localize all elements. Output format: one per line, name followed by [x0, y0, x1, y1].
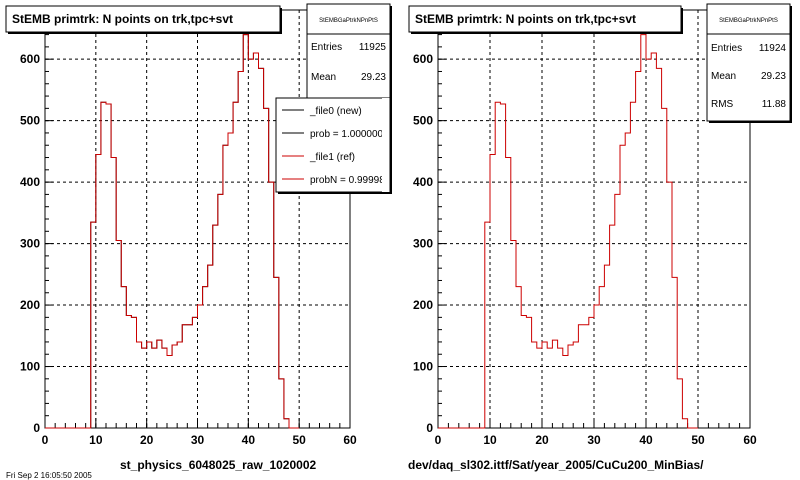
stats-value: 11925	[359, 42, 387, 53]
legend-label: prob = 1.000000	[310, 129, 384, 140]
stats-label: Entries	[711, 43, 742, 54]
x-tick-label: 20	[140, 433, 154, 447]
stats-value: 11924	[759, 43, 787, 54]
y-tick-label: 600	[413, 52, 433, 66]
title-box	[408, 5, 682, 33]
x-tick-label: 60	[743, 433, 757, 447]
x-tick-label: 0	[42, 433, 49, 447]
stats-label: Entries	[311, 42, 342, 53]
x-tick-label: 60	[343, 433, 357, 447]
y-tick-label: 300	[413, 237, 433, 251]
stats-value: 11.88	[762, 99, 787, 110]
y-tick-label: 600	[20, 52, 40, 66]
y-tick-label: 400	[20, 175, 40, 189]
legend-label: _file0 (new)	[309, 106, 362, 117]
y-tick-label: 0	[426, 421, 433, 435]
stats-value: 29.23	[361, 72, 386, 83]
chart-title: StEMB primtrk: N points on trk,tpc+svt	[12, 12, 233, 26]
x-axis-label: dev/daq_sl302.ittf/Sat/year_2005/CuCu200…	[408, 458, 704, 472]
y-tick-label: 400	[413, 175, 433, 189]
x-tick-label: 30	[191, 433, 205, 447]
y-tick-label: 300	[20, 237, 40, 251]
stats-label: RMS	[711, 99, 734, 110]
title-box	[5, 5, 281, 33]
stats-value: 29.23	[761, 71, 786, 82]
x-tick-label: 10	[483, 433, 497, 447]
stats-box-title: StEMBGaPtrkNPnPtS	[719, 18, 778, 24]
histogram-series-2	[45, 34, 300, 429]
y-tick-label: 100	[20, 360, 40, 374]
legend-clip	[382, 98, 390, 192]
stats-label: Mean	[711, 71, 736, 82]
legend-box	[275, 97, 391, 193]
x-tick-label: 40	[242, 433, 256, 447]
x-axis-label: st_physics_6048025_raw_1020002	[120, 458, 316, 472]
x-tick-label: 50	[691, 433, 705, 447]
y-tick-label: 500	[20, 114, 40, 128]
chart-panel-1: 0 100 200 300 400 500 600 0 10 20 30 40 50 60 StEMB pr…	[5, 3, 392, 472]
y-tick-label: 100	[413, 360, 433, 374]
x-tick-label: 0	[435, 433, 442, 447]
x-tick-label: 50	[292, 433, 306, 447]
x-tick-label: 40	[639, 433, 653, 447]
y-tick-label: 200	[20, 298, 40, 312]
x-tick-label: 30	[587, 433, 601, 447]
x-tick-label: 10	[89, 433, 103, 447]
chart-panel-2: 0 100 200 300 400 500 600 0 10 20 30 40 50 60 StEMB pr…	[408, 3, 792, 472]
legend-label: probN = 0.999981	[310, 175, 391, 186]
histogram-series-1	[438, 34, 698, 429]
stats-box-title: StEMBGaPtrkNPnPtS	[319, 18, 378, 24]
legend-label: _file1 (ref)	[309, 152, 355, 163]
y-tick-label: 0	[33, 421, 40, 435]
y-tick-label: 200	[413, 298, 433, 312]
footer-timestamp: Fri Sep 2 16:05:50 2005	[6, 471, 92, 480]
chart-title: StEMB primtrk: N points on trk,tpc+svt	[415, 12, 636, 26]
stats-box	[706, 3, 791, 122]
stats-label: Mean	[311, 72, 336, 83]
y-tick-label: 500	[413, 114, 433, 128]
x-tick-label: 20	[535, 433, 549, 447]
